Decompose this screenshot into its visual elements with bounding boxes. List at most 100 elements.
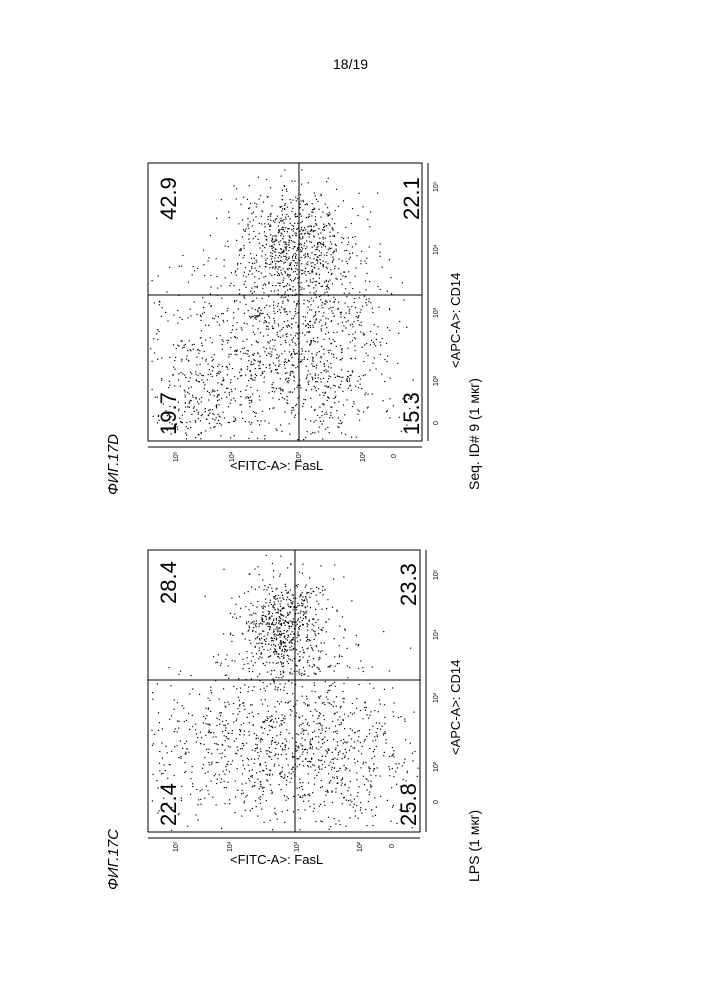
scatter-dot — [273, 247, 274, 248]
scatter-dot — [273, 311, 274, 312]
scatter-dot — [300, 796, 301, 797]
scatter-dot — [307, 626, 308, 627]
scatter-dot — [223, 321, 224, 322]
scatter-dot — [374, 749, 375, 750]
scatter-dot — [294, 301, 295, 302]
scatter-dot — [274, 689, 275, 690]
scatter-dot — [184, 347, 185, 348]
scatter-dot — [339, 655, 340, 656]
scatter-dot — [359, 730, 360, 731]
scatter-dot — [272, 792, 273, 793]
scatter-dot — [206, 418, 207, 419]
scatter-dot — [288, 360, 289, 361]
scatter-dot — [280, 671, 281, 672]
scatter-dot — [223, 320, 224, 321]
scatter-dot — [338, 401, 339, 402]
scatter-dot — [341, 740, 342, 741]
scatter-dot — [271, 744, 272, 745]
scatter-dot — [240, 396, 241, 397]
scatter-dot — [152, 389, 153, 390]
scatter-dot — [355, 236, 356, 237]
scatter-dot — [264, 822, 265, 823]
scatter-dot — [318, 723, 319, 724]
scatter-dot — [355, 307, 356, 308]
scatter-dot — [283, 690, 284, 691]
scatter-dot — [227, 241, 228, 242]
scatter-dot — [311, 298, 312, 299]
scatter-dot — [302, 696, 303, 697]
scatter-dot — [326, 414, 327, 415]
scatter-dot — [269, 423, 270, 424]
scatter-dot — [187, 392, 188, 393]
scatter-dot — [302, 789, 303, 790]
scatter-dot — [318, 767, 319, 768]
scatter-dot — [322, 411, 323, 412]
scatter-dot — [314, 777, 315, 778]
scatter-dot — [239, 289, 240, 290]
scatter-dot — [248, 380, 249, 381]
scatter-dot — [218, 420, 219, 421]
scatter-dot — [235, 272, 236, 273]
scatter-dot — [258, 658, 259, 659]
scatter-dot — [248, 438, 249, 439]
scatter-dot — [323, 594, 324, 595]
scatter-dot — [318, 377, 319, 378]
scatter-dot — [283, 658, 284, 659]
scatter-dot — [284, 321, 285, 322]
scatter-dot — [318, 627, 319, 628]
scatter-dot — [278, 595, 279, 596]
scatter-dot — [345, 784, 346, 785]
scatter-dot — [278, 754, 279, 755]
scatter-dot — [379, 342, 380, 343]
scatter-dot — [252, 786, 253, 787]
scatter-dot — [167, 320, 168, 321]
scatter-dot — [280, 618, 281, 619]
scatter-dot — [348, 735, 349, 736]
scatter-dot — [228, 746, 229, 747]
scatter-dot — [291, 410, 292, 411]
scatter-dot — [292, 371, 293, 372]
scatter-dot — [259, 623, 260, 624]
scatter-dot — [298, 603, 299, 604]
scatter-dot — [230, 283, 231, 284]
scatter-dot — [259, 315, 260, 316]
scatter-dot — [355, 350, 356, 351]
scatter-dot — [331, 254, 332, 255]
scatter-dot — [252, 777, 253, 778]
scatter-dot — [319, 407, 320, 408]
scatter-dot — [319, 417, 320, 418]
scatter-dot — [323, 378, 324, 379]
scatter-dot — [323, 266, 324, 267]
scatter-dot — [297, 338, 298, 339]
scatter-dot — [213, 656, 214, 657]
scatter-dot — [328, 619, 329, 620]
scatter-dot — [248, 691, 249, 692]
scatter-dot — [293, 639, 294, 640]
scatter-dot — [281, 234, 282, 235]
scatter-dot — [265, 266, 266, 267]
scatter-dot — [342, 358, 343, 359]
scatter-dot — [284, 687, 285, 688]
scatter-dot — [402, 282, 403, 283]
scatter-dot — [310, 342, 311, 343]
scatter-dot — [315, 673, 316, 674]
scatter-dot — [256, 607, 257, 608]
scatter-dot — [332, 257, 333, 258]
scatter-dot — [316, 775, 317, 776]
scatter-dot — [332, 721, 333, 722]
scatter-dot — [292, 372, 293, 373]
scatter-dot — [273, 596, 274, 597]
scatter-dot — [406, 327, 407, 328]
scatter-dot — [260, 656, 261, 657]
scatter-dot — [297, 228, 298, 229]
scatter-dot — [368, 394, 369, 395]
scatter-dot — [259, 314, 260, 315]
scatter-dot — [222, 380, 223, 381]
scatter-dot — [274, 808, 275, 809]
scatter-dot — [407, 771, 408, 772]
scatter-dot — [307, 765, 308, 766]
scatter-dot — [200, 804, 201, 805]
scatter-dot — [266, 179, 267, 180]
scatter-dot — [258, 342, 259, 343]
scatter-dot — [291, 318, 292, 319]
